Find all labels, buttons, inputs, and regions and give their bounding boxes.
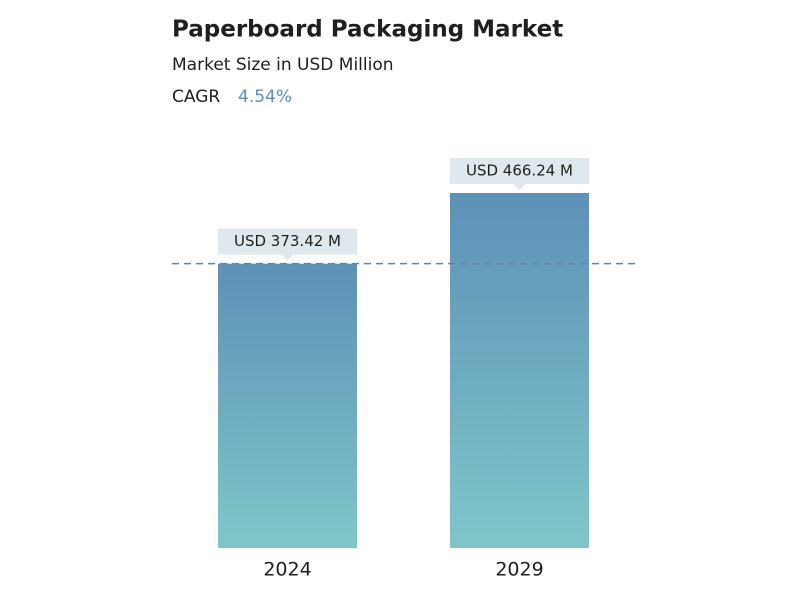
x-tick-label: 2024 [263, 559, 311, 581]
value-label-box [450, 158, 589, 190]
bar [450, 193, 589, 548]
chart-title: Paperboard Packaging Market [172, 17, 563, 43]
cagr-value: 4.54% [238, 87, 292, 107]
x-tick-label: 2029 [495, 559, 543, 581]
bar [218, 263, 357, 548]
value-label-box [218, 228, 357, 261]
value-label: USD 373.42 M [234, 232, 341, 250]
cagr-label: CAGR [172, 87, 220, 107]
chart-subtitle: Market Size in USD Million [172, 55, 394, 75]
value-label: USD 466.24 M [466, 162, 573, 180]
